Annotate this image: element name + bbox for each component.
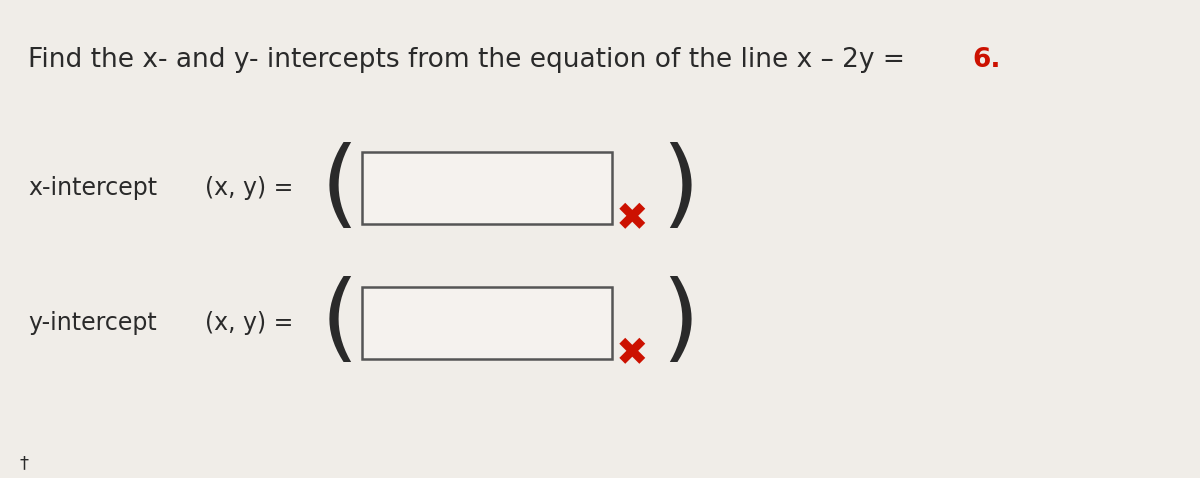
FancyBboxPatch shape (362, 287, 612, 359)
Text: †: † (20, 454, 29, 472)
Text: ✖: ✖ (616, 200, 648, 238)
Text: (: ( (322, 276, 359, 369)
Text: ✖: ✖ (616, 335, 648, 373)
Text: (x, y) =: (x, y) = (205, 311, 293, 335)
Text: Find the x- and y- intercepts from the equation of the line x – 2y =: Find the x- and y- intercepts from the e… (28, 47, 913, 73)
Text: 6.: 6. (972, 47, 1001, 73)
FancyBboxPatch shape (362, 152, 612, 224)
Text: (: ( (322, 141, 359, 235)
Text: Find the x- and y- intercepts from the equation of the line x – 2y =: Find the x- and y- intercepts from the e… (28, 47, 913, 73)
Text: (x, y) =: (x, y) = (205, 176, 293, 200)
Text: x-intercept: x-intercept (28, 176, 157, 200)
Text: ): ) (661, 141, 698, 235)
Text: y-intercept: y-intercept (28, 311, 157, 335)
Text: ): ) (661, 276, 698, 369)
